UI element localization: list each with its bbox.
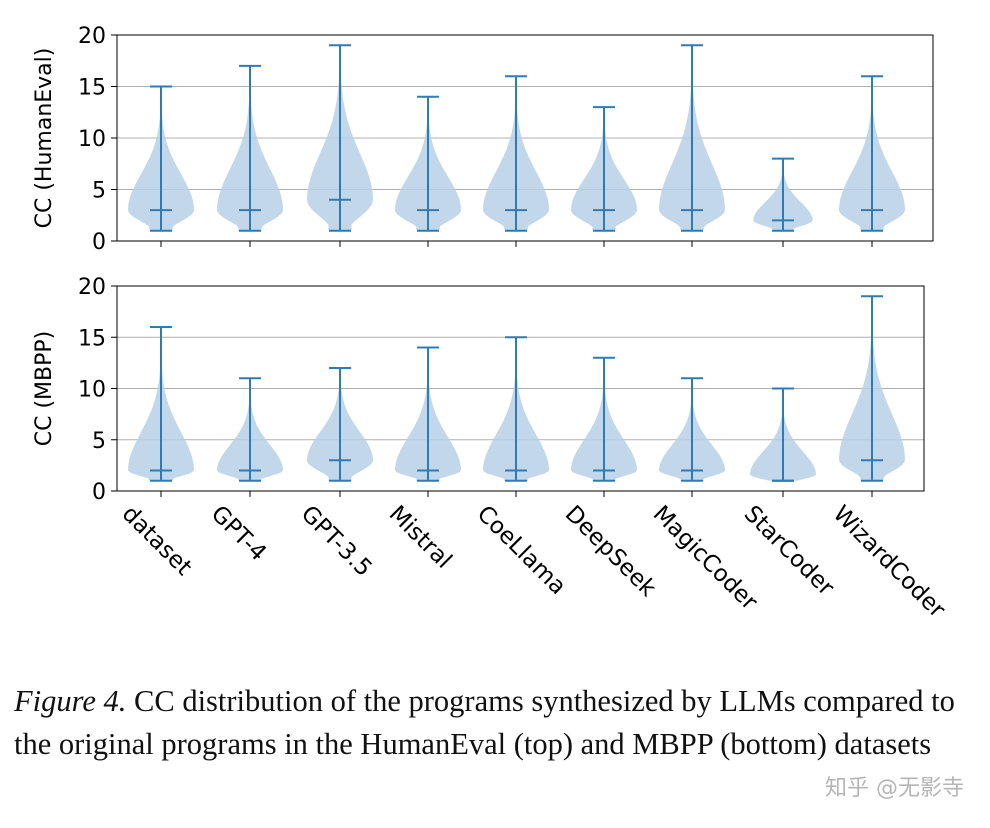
watermark: 知乎 @无影寺	[825, 776, 964, 801]
y-tick-label: 15	[78, 76, 106, 101]
y-tick-label: 0	[92, 230, 106, 255]
x-tick-label-dataset: dataset	[117, 501, 197, 581]
y-tick-label: 20	[78, 275, 106, 300]
axes-frame	[116, 34, 934, 242]
caption-text: CC distribution of the programs synthesi…	[14, 684, 955, 761]
y-tick-label: 10	[78, 378, 106, 403]
x-tick-label-StarCoder: StarCoder	[739, 501, 839, 601]
x-tick-label-GPT-4: GPT-4	[206, 501, 271, 566]
y-axis-label: CC (HumanEval)	[32, 48, 57, 229]
x-tick-label-Mistral: Mistral	[384, 501, 457, 574]
x-tick-label-DeepSeek: DeepSeek	[560, 501, 661, 602]
caption-label: Figure 4.	[14, 684, 127, 718]
y-tick-label: 10	[78, 127, 106, 152]
y-axis-label: CC (MBPP)	[32, 331, 57, 447]
y-tick-label: 0	[92, 480, 106, 505]
figure-canvas: 0 5 10 15 20 CC (HumanEval) 0 5 10 15 20 CC (MBPP) d…	[32, 24, 950, 623]
axes-frame	[116, 285, 925, 492]
x-tick-label-WizardCoder: WizardCoder	[828, 501, 951, 624]
x-tick-label-CoeLlama: CoeLlama	[472, 501, 571, 600]
y-tick-label: 20	[78, 24, 106, 49]
y-tick-label: 5	[92, 429, 106, 454]
y-tick-label: 15	[78, 326, 106, 351]
x-tick-label-GPT-3.5: GPT-3.5	[296, 501, 377, 582]
subplot-mbpp: 0 5 10 15 20 CC (MBPP) dataset GPT-4 GPT-3.5 Mist…	[32, 275, 950, 623]
subplot-humaneval: 0 5 10 15 20 CC (HumanEval)	[32, 24, 934, 255]
figure-caption: Figure 4. CC distribution of the program…	[14, 680, 964, 766]
y-tick-label: 5	[92, 179, 106, 204]
